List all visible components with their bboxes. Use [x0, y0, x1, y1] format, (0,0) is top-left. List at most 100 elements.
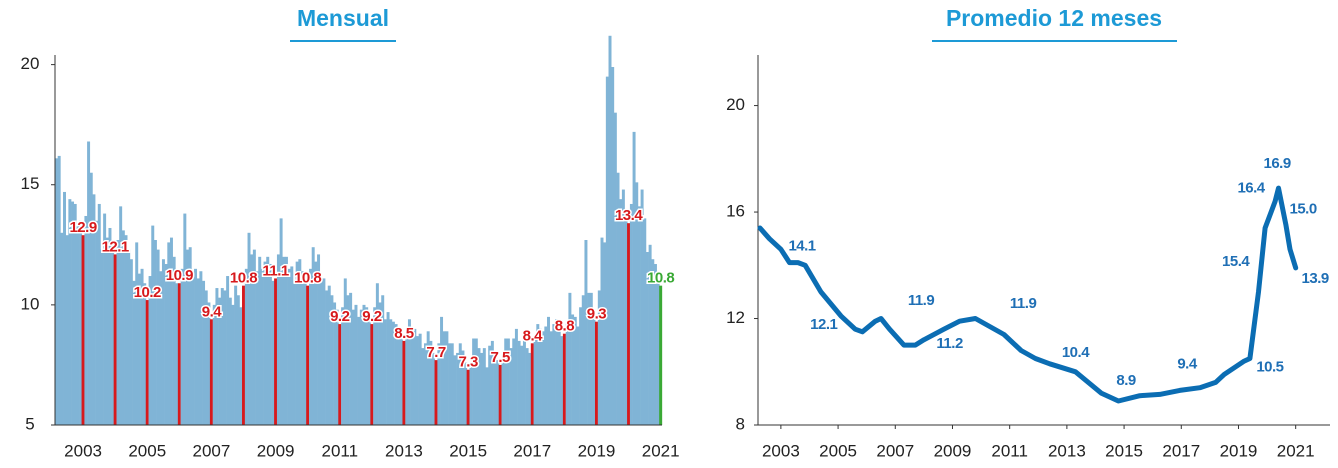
bar — [218, 297, 222, 425]
bar — [405, 333, 409, 425]
bar — [424, 343, 427, 425]
bar — [140, 268, 144, 425]
bar — [97, 203, 101, 425]
bar — [635, 182, 639, 425]
bar — [333, 302, 337, 425]
data-label: 7.3 — [458, 354, 478, 371]
y-tick-label: 20 — [21, 54, 40, 73]
bar — [594, 321, 598, 425]
bar — [156, 249, 160, 425]
data-label: 10.8 — [647, 270, 674, 287]
annotation: 11.9 — [908, 292, 935, 309]
annotation: 16.9 — [1263, 155, 1290, 172]
bar — [426, 331, 430, 425]
bar — [477, 348, 481, 425]
bar — [202, 280, 206, 425]
bar — [226, 276, 230, 425]
bar — [456, 352, 460, 425]
bar — [637, 206, 641, 425]
bar — [493, 350, 497, 425]
data-label: 12.1 — [102, 238, 129, 255]
bar — [656, 280, 660, 425]
bar — [474, 338, 478, 425]
bar — [159, 271, 163, 425]
data-label: 10.2 — [134, 284, 161, 301]
bar — [335, 309, 339, 425]
data-label: 9.4 — [202, 303, 223, 320]
bar — [343, 278, 347, 425]
bar — [215, 288, 219, 425]
bar — [322, 278, 326, 425]
bar — [314, 261, 318, 425]
bar — [121, 230, 125, 425]
bar — [207, 302, 211, 425]
bar — [196, 278, 200, 425]
bar — [113, 254, 117, 425]
data-label: 7.5 — [491, 349, 511, 366]
bar — [290, 266, 294, 425]
bar — [167, 242, 171, 425]
bar — [135, 242, 139, 425]
bar — [480, 352, 484, 425]
bar — [536, 324, 540, 425]
bar — [389, 319, 393, 425]
data-label: 9.3 — [587, 306, 607, 323]
bar — [252, 249, 256, 425]
bar — [597, 290, 601, 425]
bar — [592, 309, 596, 425]
data-label: 8.5 — [394, 325, 414, 342]
bar — [234, 285, 238, 425]
bar — [55, 158, 58, 425]
bar — [148, 276, 152, 425]
bar — [432, 352, 436, 425]
bar — [180, 268, 184, 425]
bar — [100, 249, 104, 425]
bar — [111, 242, 115, 425]
bar — [309, 268, 313, 425]
data-label: 13.4 — [615, 207, 643, 224]
bar — [79, 220, 83, 425]
bar — [659, 285, 663, 425]
y-tick-label: 8 — [736, 414, 745, 433]
bar — [488, 345, 492, 425]
bar — [472, 338, 476, 425]
annotation: 13.9 — [1302, 270, 1329, 287]
x-tick-label: 2011 — [991, 441, 1028, 460]
bar — [186, 249, 190, 425]
bar — [504, 338, 508, 425]
bar — [60, 232, 64, 425]
x-tick-label: 2019 — [578, 441, 616, 460]
bar — [287, 268, 291, 425]
bar — [346, 295, 350, 425]
bar — [581, 295, 585, 425]
bar — [169, 237, 173, 425]
bar — [501, 357, 505, 425]
bar — [362, 304, 366, 425]
x-tick-label: 2013 — [1048, 441, 1086, 460]
x-tick-label: 2005 — [819, 441, 857, 460]
data-label: 10.8 — [294, 270, 321, 287]
bar — [311, 247, 315, 425]
bar — [402, 340, 406, 425]
data-label: 11.1 — [262, 262, 289, 279]
data-label: 9.2 — [362, 308, 382, 325]
bar — [306, 285, 310, 425]
bar — [549, 331, 553, 425]
x-tick-label: 2007 — [876, 441, 914, 460]
bar — [161, 259, 165, 425]
bar — [137, 273, 141, 425]
bar — [560, 336, 564, 425]
bar — [587, 292, 591, 425]
annotation: 10.5 — [1256, 358, 1283, 375]
bar — [571, 314, 575, 425]
bar — [365, 307, 369, 425]
bar — [153, 240, 157, 425]
bar — [204, 290, 208, 425]
bar — [164, 264, 168, 425]
bar — [394, 324, 398, 425]
bar — [600, 237, 604, 425]
bar — [469, 362, 473, 425]
bar — [172, 256, 176, 425]
bar — [276, 254, 280, 425]
bar — [319, 280, 323, 425]
